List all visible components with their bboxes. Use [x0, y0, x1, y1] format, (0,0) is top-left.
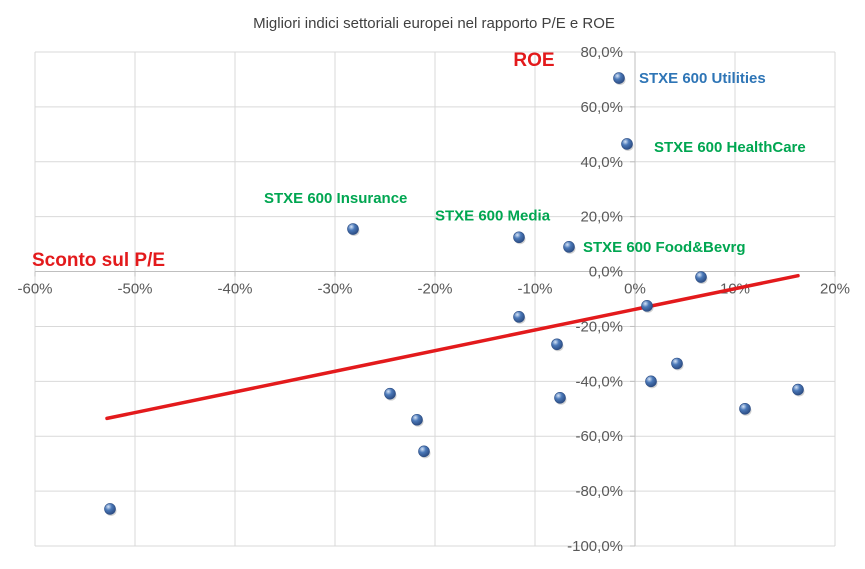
data-point: [513, 311, 525, 323]
data-point: [613, 72, 625, 84]
y-tick-label: 0,0%: [589, 264, 623, 281]
data-point: [554, 391, 566, 404]
data-point: [739, 402, 751, 415]
y-axis-label: ROE: [513, 50, 554, 71]
y-tick-label: -40,0%: [575, 373, 623, 390]
x-tick-label: 20%: [820, 281, 850, 298]
data-points: [104, 72, 805, 516]
data-point: [551, 338, 563, 351]
data-point: [792, 383, 804, 396]
data-point: [641, 300, 653, 312]
data-point: [563, 241, 575, 253]
y-tick-label: 80,0%: [580, 44, 623, 61]
point-label: STXE 600 HealthCare: [654, 139, 806, 156]
y-tick-label: -60,0%: [575, 428, 623, 445]
data-point: [384, 387, 396, 400]
x-axis-label: Sconto sul P/E: [32, 250, 165, 271]
point-label: STXE 600 Utilities: [639, 70, 766, 87]
data-point: [645, 375, 657, 388]
trendline-group: [105, 273, 800, 421]
data-point: [411, 413, 423, 426]
point-labels: STXE 600 Utilities STXE 600 HealthCare STX…: [264, 70, 806, 256]
x-tick-label: -30%: [317, 281, 352, 298]
axes: -60%-50%-40%-30%-20%-10%0%10%20%80,0%60,…: [17, 44, 850, 555]
x-tick-label: -10%: [517, 281, 552, 298]
x-tick-label: -20%: [417, 281, 452, 298]
data-point: [621, 138, 633, 150]
x-tick-label: -40%: [217, 281, 252, 298]
y-tick-label: 20,0%: [580, 209, 623, 226]
point-label: STXE 600 Media: [435, 207, 551, 224]
x-tick-label: 0%: [624, 281, 646, 298]
y-tick-label: -100,0%: [567, 538, 623, 555]
point-label: STXE 600 Insurance: [264, 190, 407, 207]
data-point: [695, 271, 707, 283]
data-point: [513, 231, 525, 244]
x-tick-label: -50%: [117, 281, 152, 298]
data-point: [671, 357, 683, 370]
trendline: [105, 273, 800, 421]
chart-title: Migliori indici settoriali europei nel r…: [253, 15, 615, 32]
y-tick-label: 60,0%: [580, 99, 623, 116]
point-label: STXE 600 Food&Bevrg: [583, 239, 746, 256]
x-tick-label: -60%: [17, 281, 52, 298]
data-point: [347, 223, 359, 235]
gridlines: [34, 51, 836, 547]
y-tick-label: -80,0%: [575, 483, 623, 500]
data-point: [104, 503, 116, 515]
y-tick-label: -20,0%: [575, 318, 623, 335]
y-tick-label: 40,0%: [580, 154, 623, 171]
data-point: [418, 445, 430, 458]
